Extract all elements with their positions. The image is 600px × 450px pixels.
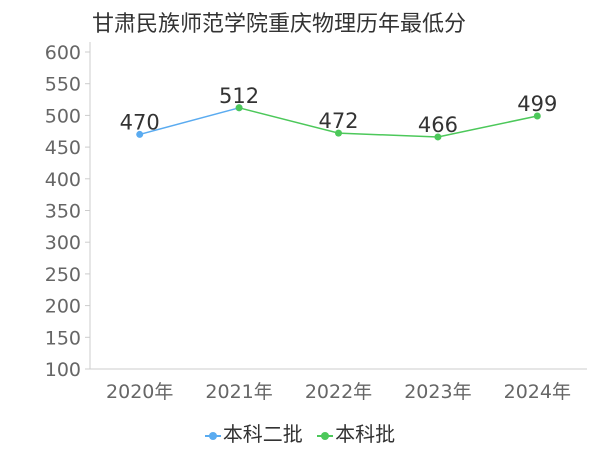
data-point-series-1 [533, 112, 541, 120]
data-label: 466 [418, 113, 458, 137]
data-label: 472 [318, 109, 358, 133]
series-line-1 [238, 107, 538, 138]
data-point-series-1 [434, 133, 442, 141]
series-line-0 [139, 107, 240, 136]
y-tick-label: 150 [45, 327, 81, 349]
y-tick-label: 600 [45, 42, 81, 64]
y-tick-label: 250 [45, 264, 81, 286]
data-label: 470 [120, 110, 160, 134]
y-tick-label: 450 [45, 137, 81, 159]
y-tick-label: 400 [45, 169, 81, 191]
data-label: 512 [219, 84, 259, 108]
y-tick-label: 350 [45, 201, 81, 223]
legend-item-series-0[interactable]: 本科二批 [204, 418, 303, 447]
x-tick-label: 2023年 [404, 381, 471, 403]
y-tick-label: 500 [45, 105, 81, 127]
y-tick-label: 550 [45, 74, 81, 96]
legend-label-series-0: 本科二批 [222, 422, 303, 446]
chart-legend: 本科二批 本科批 [0, 418, 600, 447]
legend-label-series-1: 本科批 [335, 422, 396, 446]
legend-marker-series-1 [317, 430, 334, 442]
y-tick-label: 300 [45, 232, 81, 254]
x-tick-label: 2020年 [106, 381, 173, 403]
x-tick-label: 2024年 [504, 381, 571, 403]
y-tick-label: 200 [45, 296, 81, 318]
y-tick-label: 100 [45, 359, 81, 381]
data-point-series-0 [136, 130, 144, 138]
data-point-series-1 [235, 104, 243, 112]
data-label: 499 [517, 92, 557, 116]
data-point-series-1 [335, 129, 342, 137]
x-tick-label: 2021年 [205, 381, 272, 403]
x-tick-label: 2022年 [305, 381, 372, 403]
legend-marker-series-0 [204, 430, 221, 442]
legend-item-series-1[interactable]: 本科批 [317, 418, 395, 447]
chart-title: 甘肃民族师范学院重庆物理历年最低分 [92, 12, 467, 37]
